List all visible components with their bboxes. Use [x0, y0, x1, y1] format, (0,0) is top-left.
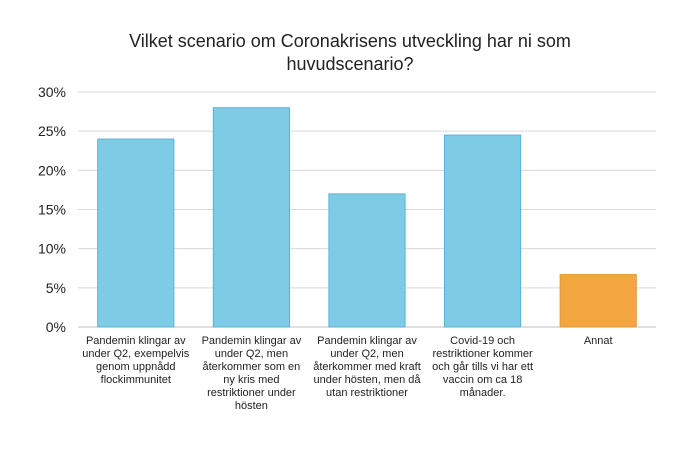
x-category-label-line: återkommer som en — [202, 361, 300, 373]
x-category-label-line: ny kris med — [223, 374, 279, 386]
x-category-label-line: under Q2, exempelvis — [82, 348, 189, 360]
y-tick-label: 30% — [38, 84, 66, 100]
x-category-label-line: restriktioner kommer — [432, 348, 533, 360]
chart-title: Vilket scenario om Coronakrisens utveckl… — [90, 30, 610, 76]
x-category-label-line: genom uppnådd — [96, 361, 176, 373]
x-category-label: Covid-19 och restriktioner kommer och går … — [432, 335, 533, 399]
x-category-label-line: Pandemin klingar av — [202, 335, 302, 347]
x-category-label-line: hösten — [235, 400, 268, 412]
chart-title-line-2: huvudscenario? — [286, 54, 414, 74]
x-category-label-line: månader. — [460, 387, 506, 399]
bar — [559, 274, 637, 328]
x-category-label: Pandemin klingar av under Q2, exempelvis g… — [82, 335, 189, 386]
x-category-label-line: återkommer med kraft — [313, 361, 421, 373]
x-category-label-line: restriktioner under — [207, 387, 296, 399]
x-category-label-line: under Q2, men — [330, 348, 403, 360]
bar — [212, 107, 290, 328]
y-tick-label: 15% — [38, 202, 66, 218]
x-category-label-line: utan restriktioner — [326, 387, 408, 399]
x-category-label-line: flockimmunitet — [101, 374, 171, 386]
x-category-label: Annat — [584, 335, 613, 347]
x-category-label-line: och går tills vi har ett — [432, 361, 533, 373]
bar — [97, 138, 175, 328]
x-category-label: Pandemin klingar av under Q2, men återkomm… — [313, 335, 421, 399]
chart-title-line-1: Vilket scenario om Coronakrisens utveckl… — [129, 31, 571, 51]
bar — [444, 134, 522, 328]
y-tick-label: 5% — [46, 280, 66, 296]
y-tick-label: 0% — [46, 319, 66, 335]
x-category-label-line: Pandemin klingar av — [317, 335, 417, 347]
x-category-label-line: Pandemin klingar av — [86, 335, 186, 347]
bar — [328, 193, 406, 328]
x-category-label-line: vaccin om ca 18 — [443, 374, 522, 386]
y-tick-label: 25% — [38, 123, 66, 139]
x-category-label-line: under Q2, men — [215, 348, 288, 360]
x-category-label-line: Annat — [584, 335, 613, 347]
x-category-label-line: under hösten, men då — [313, 374, 421, 386]
x-category-label: Pandemin klingar av under Q2, men återkomm… — [202, 335, 302, 412]
x-category-label-line: Covid-19 och — [450, 335, 515, 347]
y-tick-label: 10% — [38, 241, 66, 257]
y-tick-label: 20% — [38, 162, 66, 178]
